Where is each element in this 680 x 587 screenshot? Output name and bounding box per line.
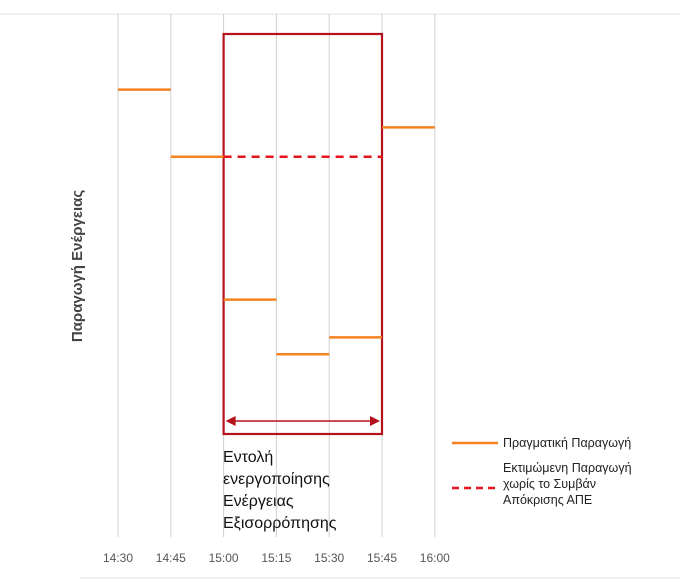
x-tick-label: 15:00	[209, 551, 239, 565]
legend-label-line: Πραγματική Παραγωγή	[503, 436, 631, 450]
activation-label-line: Ενέργειας	[223, 493, 294, 510]
x-tick-label: 14:45	[156, 551, 186, 565]
legend-label-line: Εκτιμώμενη Παραγωγή	[503, 461, 632, 475]
activation-label-line: Εντολή	[223, 449, 273, 466]
x-tick-label: 15:45	[367, 551, 397, 565]
arrow-right-head	[370, 416, 380, 426]
legend-label-line: χωρίς το Συμβάν	[503, 477, 596, 491]
activation-window-box	[222, 32, 384, 436]
activation-label-line: ενεργοποίησης	[223, 471, 330, 488]
x-tick-label: 15:15	[261, 551, 291, 565]
legend-label-line: Απόκρισης ΑΠΕ	[503, 493, 592, 507]
arrow-left-head	[225, 416, 236, 426]
x-tick-label: 15:30	[314, 551, 344, 565]
activation-label-line: Εξισορρόπησης	[223, 515, 337, 532]
x-tick-label: 16:00	[420, 551, 450, 565]
x-tick-label: 14:30	[103, 551, 133, 565]
y-axis-label: Παραγωγή Ενέργειας	[69, 190, 86, 342]
